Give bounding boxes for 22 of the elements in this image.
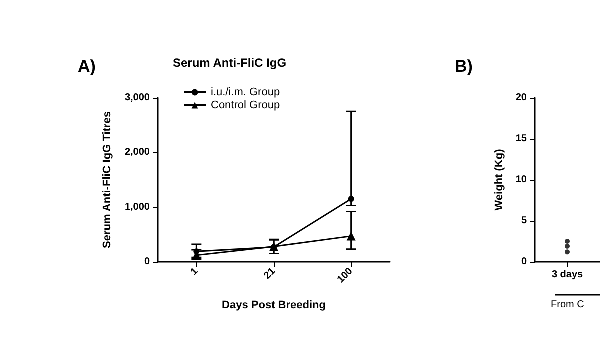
text: A)	[78, 57, 96, 76]
y-tick-label: 1,000	[124, 202, 150, 213]
x-axis-title: Days Post Breeding	[222, 300, 326, 312]
chart-title: Serum Anti-FliC IgG	[173, 56, 287, 70]
text: B)	[455, 57, 473, 76]
legend-label: i.u./i.m. Group	[211, 86, 280, 98]
y-tick-label: 2,000	[124, 147, 150, 158]
y-tick-label: 10	[516, 174, 528, 186]
text: From C	[551, 300, 584, 310]
x-tick-label: 1	[188, 266, 201, 278]
y-tick-label: 20	[516, 92, 528, 104]
y-tick-label: 3,000	[124, 92, 150, 104]
x-tick-label: 3 days	[552, 270, 584, 280]
x-tick-label: 21	[262, 266, 278, 282]
y-tick-label: 15	[516, 134, 528, 144]
y-tick-label: 5	[521, 216, 528, 226]
y-axis-title: Serum Anti-FliC IgG Titres	[102, 112, 114, 248]
y-tick-label: 0	[144, 256, 150, 268]
y-axis-title: Weight (Kg)	[494, 148, 506, 211]
y-tick-label: 0	[521, 256, 528, 268]
x-tick-label: 100	[336, 266, 356, 286]
legend-label: Control Group	[211, 100, 280, 112]
